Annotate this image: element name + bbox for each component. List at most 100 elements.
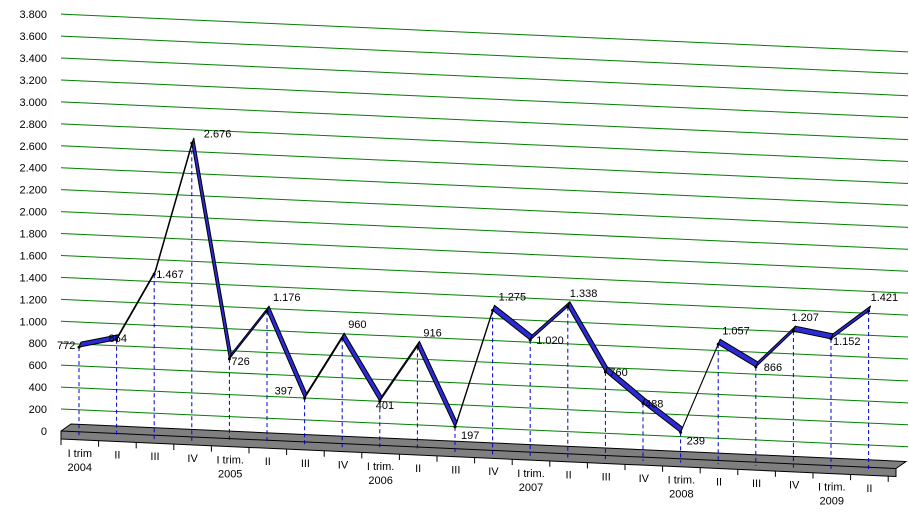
drop-lines xyxy=(78,143,870,471)
y-tick-label: 3.600 xyxy=(19,31,47,43)
y-tick-label: 1.600 xyxy=(19,250,47,262)
series-segment xyxy=(379,340,420,402)
gridline xyxy=(60,298,909,338)
y-tick-label: 3.400 xyxy=(19,53,47,65)
x-category-label: II xyxy=(566,470,572,482)
gridline xyxy=(60,276,909,316)
data-label: 1.207 xyxy=(791,312,819,324)
series-segment xyxy=(454,304,496,428)
data-label: 488 xyxy=(645,398,663,410)
gridline xyxy=(60,342,909,382)
x-category-label: IV xyxy=(187,453,198,465)
data-point xyxy=(227,357,231,361)
series-segment xyxy=(341,332,383,402)
y-tick-label: 1.000 xyxy=(19,316,47,328)
y-tick-label: 0 xyxy=(41,426,47,438)
y-tick-label: 2.800 xyxy=(19,119,47,131)
data-labels: 772 854 1.467 2.676 726 1.176 397 960 401 916 197 1… xyxy=(57,128,898,447)
gridline xyxy=(60,233,909,272)
gridline xyxy=(60,13,909,53)
series-segment xyxy=(416,340,458,428)
x-category-label: I trim 2004 xyxy=(68,448,92,474)
x-category-label: II xyxy=(265,456,271,468)
gridline xyxy=(60,364,909,404)
gridline xyxy=(60,167,909,206)
y-tick-label: 600 xyxy=(29,360,47,372)
x-category-label: I trim. 2008 xyxy=(668,475,696,501)
x-category-label: II xyxy=(114,450,120,462)
data-point xyxy=(791,329,795,333)
x-category-label: II xyxy=(415,463,421,475)
data-point xyxy=(754,365,758,369)
data-label: 1.176 xyxy=(273,292,301,304)
series-segment xyxy=(304,332,345,399)
data-label: 1.057 xyxy=(722,325,750,337)
data-label: 1.421 xyxy=(871,292,899,304)
data-label: 401 xyxy=(376,400,394,412)
data-label: 239 xyxy=(687,435,705,447)
data-point xyxy=(528,338,532,342)
x-category-label: III xyxy=(451,465,460,477)
series-segment xyxy=(492,304,533,341)
data-point xyxy=(340,336,344,340)
gridline xyxy=(60,79,909,119)
data-point xyxy=(303,396,307,400)
data-label: 1.275 xyxy=(499,291,527,303)
data-point xyxy=(190,141,194,145)
y-tick-label: 1.400 xyxy=(19,272,47,284)
gridline xyxy=(60,189,909,228)
gridline xyxy=(60,123,909,163)
data-point xyxy=(115,338,119,342)
x-category-label: II xyxy=(716,476,722,488)
data-label: 1.152 xyxy=(833,336,861,348)
y-tick-label: 1.200 xyxy=(19,294,47,306)
y-tick-label: 2.000 xyxy=(19,207,47,219)
gridline xyxy=(60,35,909,75)
data-point xyxy=(603,370,607,374)
data-label: 916 xyxy=(423,327,441,339)
series-segment xyxy=(717,338,759,368)
data-label: 2.676 xyxy=(204,128,232,140)
x-category-label: III xyxy=(602,471,611,483)
gridline xyxy=(60,57,909,97)
series-segment xyxy=(680,338,721,433)
data-point xyxy=(867,309,871,313)
data-label: 397 xyxy=(275,385,293,397)
series-segment xyxy=(792,325,834,340)
data-point xyxy=(641,401,645,405)
y-tick-label: 200 xyxy=(29,404,47,416)
data-label: 960 xyxy=(348,319,366,331)
gridlines xyxy=(60,13,909,448)
y-tick-label: 3.200 xyxy=(19,75,47,87)
x-category-label: IV xyxy=(639,473,650,485)
series-segment xyxy=(228,305,270,360)
chart-floor xyxy=(60,423,908,482)
y-axis-labels: 0 200 400 600 800 1.000 1.200 1.400 1.600 1.800 2.… xyxy=(19,9,47,438)
x-category-label: I trim. 2007 xyxy=(517,468,545,494)
data-label: 760 xyxy=(609,367,627,379)
y-tick-label: 400 xyxy=(29,382,47,394)
x-category-label: III xyxy=(150,451,159,463)
series-segment xyxy=(191,137,232,360)
data-point xyxy=(829,337,833,341)
floor-edge xyxy=(60,430,897,470)
x-category-label: IV xyxy=(488,466,499,478)
data-point xyxy=(265,309,269,313)
data-point xyxy=(152,272,156,276)
gridline xyxy=(60,211,909,250)
y-tick-label: 1.800 xyxy=(19,229,47,241)
data-series xyxy=(77,137,872,434)
data-label: 866 xyxy=(764,362,782,374)
y-tick-label: 2.200 xyxy=(19,185,47,197)
gridline xyxy=(60,386,909,426)
x-category-label: III xyxy=(301,458,310,470)
data-point xyxy=(378,399,382,403)
series-segment xyxy=(153,137,195,275)
x-category-label: IV xyxy=(338,460,349,472)
data-label: 1.020 xyxy=(536,335,564,347)
gridline xyxy=(60,408,909,448)
data-point xyxy=(679,430,683,434)
data-point xyxy=(415,344,419,348)
